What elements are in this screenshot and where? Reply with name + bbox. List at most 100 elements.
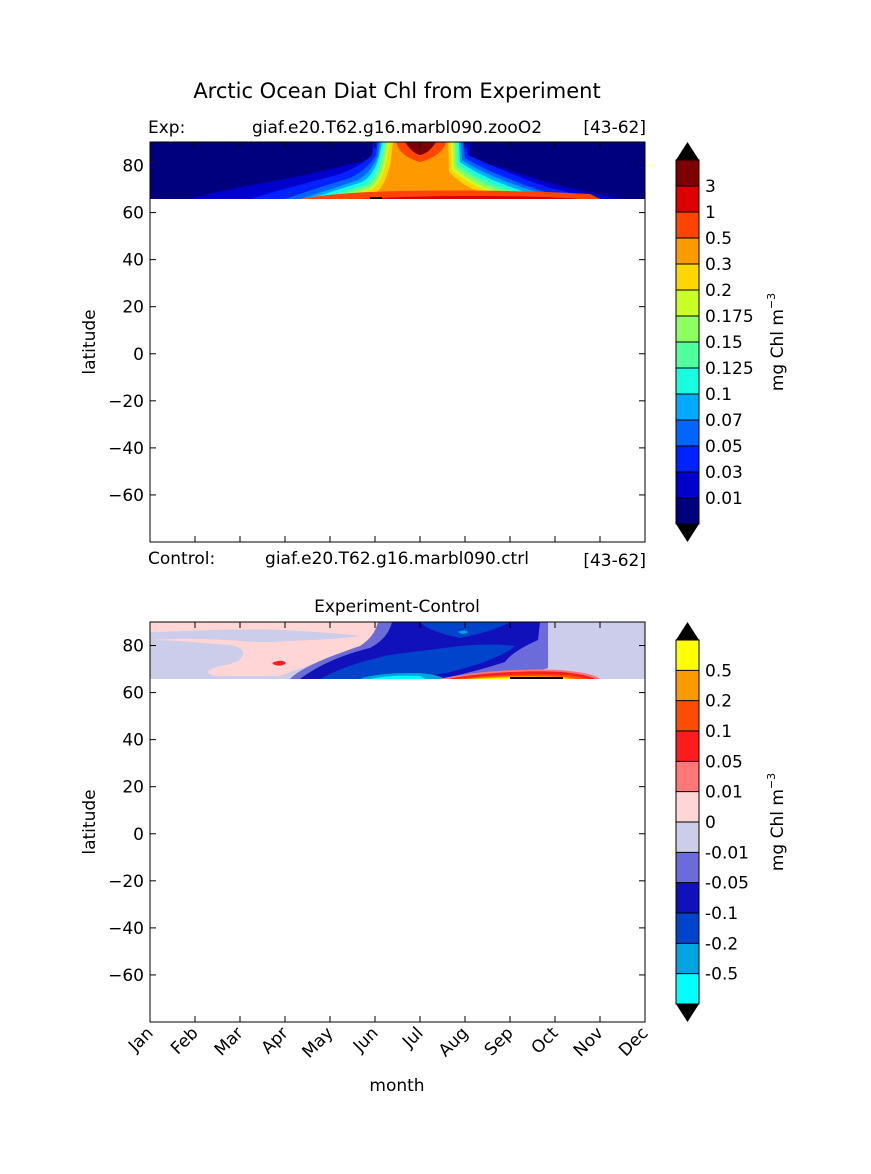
colorbar-tick-label: 3 — [705, 177, 716, 197]
diff-title: Experiment-Control — [314, 597, 480, 617]
top-contour-1-band — [360, 196, 580, 199]
top-contour-3 — [405, 142, 436, 155]
colorbar-segment — [676, 943, 699, 974]
colorbar-segment — [676, 290, 699, 316]
colorbar-segment — [676, 264, 699, 290]
bottom-contour-pos-0.01 — [150, 622, 378, 676]
control-case-name: giaf.e20.T62.g16.marbl090.ctrl — [265, 549, 529, 569]
top-colorbar: 0.01 0.03 0.05 0.07 0.1 0.125 0.15 0.175 0.2 0.3 0… — [675, 142, 788, 542]
x-tick-label: Sep — [481, 1023, 518, 1060]
colorbar-segment — [676, 472, 699, 498]
colorbar-label-text: mg Chl m — [768, 789, 788, 871]
bottom-axes-frame — [149, 621, 646, 1023]
x-tick-label: Aug — [435, 1023, 473, 1061]
colorbar-extend-min — [676, 1004, 699, 1022]
y-tick-label: 40 — [122, 731, 144, 751]
colorbar-tick-label: 0.5 — [705, 661, 732, 681]
top-black-cell — [370, 197, 382, 199]
bottom-heatmap — [150, 622, 645, 679]
colorbar-segment — [676, 700, 699, 731]
colorbar-segment — [676, 394, 699, 420]
colorbar-tick-label: 0.2 — [705, 281, 732, 301]
control-label: Control: — [148, 549, 215, 569]
colorbar-segment — [676, 368, 699, 394]
y-tick-label: 80 — [122, 157, 144, 177]
colorbar-label: mg Chl m−3 — [765, 293, 788, 391]
x-tick-label: Jul — [398, 1023, 427, 1052]
colorbar-segment — [676, 791, 699, 822]
colorbar-label-exponent: −3 — [765, 293, 778, 309]
colorbar-label: mg Chl m−3 — [765, 773, 788, 871]
bottom-contour-neg-0.01-strip — [150, 629, 360, 642]
y-tick-label: −20 — [108, 392, 144, 412]
bottom-contour-neg-cyan — [370, 675, 425, 679]
colorbar-tick-label: 0.1 — [705, 722, 732, 742]
colorbar-tick-label: 0.05 — [705, 437, 743, 457]
colorbar-tick-label: 0.07 — [705, 411, 743, 431]
y-tick-label: −40 — [108, 919, 144, 939]
y-tick-label: 80 — [122, 637, 144, 657]
colorbar-tick-label: 0.1 — [705, 385, 732, 405]
bottom-contour-neg-0.2-top — [420, 622, 510, 638]
x-tick-label: Oct — [528, 1023, 563, 1058]
top-axes-frame — [149, 141, 646, 543]
y-tick-label: 0 — [133, 825, 144, 845]
colorbar-segment — [676, 852, 699, 883]
colorbar-segment — [676, 822, 699, 853]
colorbar-tick-label: 0.175 — [705, 307, 754, 327]
colorbar-segment — [676, 160, 699, 186]
y-tick-label: 0 — [133, 345, 144, 365]
bottom-black-cell — [510, 677, 563, 679]
top-contour-0.3 — [365, 142, 505, 199]
colorbar-segment — [676, 186, 699, 212]
colorbar-tick-label: 0.15 — [705, 333, 743, 353]
x-tick-label: Feb — [167, 1023, 202, 1058]
colorbar-segment — [676, 670, 699, 701]
colorbar-segment — [676, 761, 699, 792]
top-y-ticks: 80 60 40 20 0 −20 −40 −60 — [108, 157, 645, 506]
colorbar-tick-label: -0.1 — [705, 904, 738, 924]
bottom-xlabel: month — [369, 1076, 424, 1096]
colorbar-segment — [676, 640, 699, 671]
y-tick-label: −60 — [108, 966, 144, 986]
colorbar-tick-label: 0.2 — [705, 692, 732, 712]
top-panel: 80 60 40 20 0 −20 −40 −60 latitude — [80, 141, 646, 543]
colorbar-tick-label: 0.05 — [705, 752, 743, 772]
colorbar-tick-label: 1 — [705, 203, 716, 223]
bottom-colorbar: -0.5 -0.2 -0.1 -0.05 -0.01 0 0.01 0.05 0.1 0.2 0.5… — [675, 622, 788, 1022]
colorbar-tick-label: -0.05 — [705, 874, 749, 894]
colorbar-tick-label: 0.125 — [705, 359, 754, 379]
x-tick-label: Mar — [211, 1023, 248, 1060]
colorbar-tick-label: 0.01 — [705, 783, 743, 803]
bottom-y-ticks: 80 60 40 20 0 −20 −40 −60 — [108, 637, 645, 986]
colorbar-tick-label: 0.5 — [705, 229, 732, 249]
bottom-x-ticks: Jan Feb Mar Apr May Jun Jul Aug Sep Oct Nov Dec — [124, 622, 653, 1062]
bottom-ylabel: latitude — [80, 789, 100, 854]
bottom-small-red-patch — [272, 660, 286, 666]
colorbar-label-exponent: −3 — [765, 773, 778, 789]
colorbar-tick-label: 0.03 — [705, 463, 743, 483]
colorbar-label-text: mg Chl m — [768, 309, 788, 391]
y-tick-label: 20 — [122, 778, 144, 798]
bottom-contour-neg-0.2 — [320, 644, 515, 679]
exp-years: [43-62] — [583, 118, 646, 138]
colorbar-segment — [676, 446, 699, 472]
y-tick-label: 20 — [122, 298, 144, 318]
colorbar-extend-max — [676, 142, 699, 160]
exp-case-name: giaf.e20.T62.g16.marbl090.zooO2 — [252, 118, 542, 138]
figure-title: Arctic Ocean Diat Chl from Experiment — [193, 79, 600, 103]
colorbar-tick-label: 0.3 — [705, 255, 732, 275]
y-tick-label: −20 — [108, 872, 144, 892]
colorbar-segment — [676, 316, 699, 342]
y-tick-label: 40 — [122, 251, 144, 271]
bottom-contour-neg-0.5-top — [458, 630, 468, 634]
top-x-ticks — [149, 142, 646, 542]
bottom-panel: 80 60 40 20 0 −20 −40 −60 Jan Feb Mar Apr May Jun Jul… — [80, 621, 653, 1096]
x-tick-label: Apr — [258, 1023, 293, 1058]
x-tick-label: Dec — [615, 1023, 652, 1060]
colorbar-tick-label: 0.01 — [705, 489, 743, 509]
y-tick-label: 60 — [122, 684, 144, 704]
colorbar-segment — [676, 731, 699, 762]
colorbar-segment — [676, 882, 699, 913]
